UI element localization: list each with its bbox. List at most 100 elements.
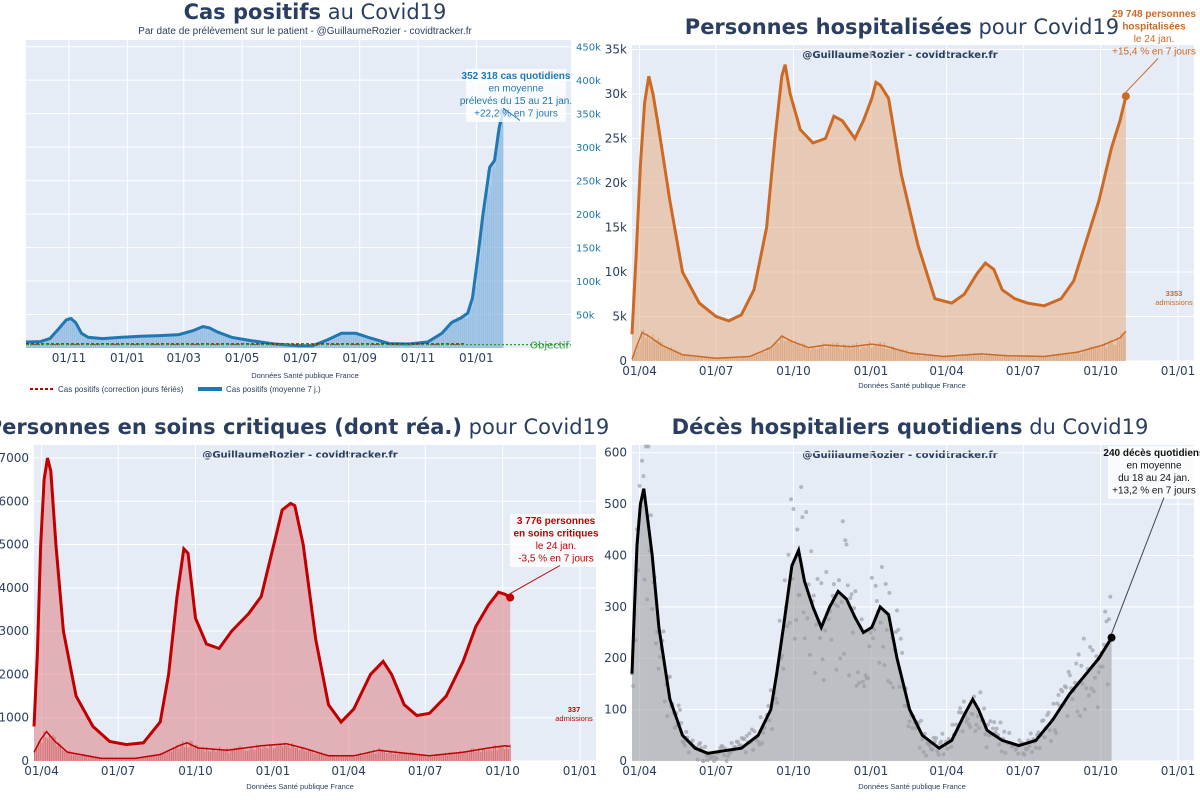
hosp-admission-bar [885,348,887,361]
deaths-x-tick-label: 01/10 [776,764,811,778]
hosp-admission-bar [728,357,730,361]
hosp-y-tick-label: 25k [605,131,627,145]
icu-admission-bar [498,746,500,761]
hosp-admission-bar [804,344,806,361]
cases-annotation: 352 318 cas quotidiens en moyenneprélevés… [460,69,572,122]
icu-title: Personnes en soins critiques (dont réa.)… [0,415,609,439]
hosp-admission-bar [1078,350,1080,361]
icu-admission-bar [272,748,274,761]
deaths-daily-point [804,510,809,514]
icu-admission-bar [485,750,487,761]
hosp-admission-bar [1024,357,1026,361]
hosp-admission-bar [643,329,645,361]
hosp-admission-bar [865,347,867,361]
hosp-admission-bar [1124,333,1126,361]
hosp-admission-bar [796,344,798,361]
icu-admission-bar [163,751,165,761]
hosp-admission-bar [670,346,673,361]
hosp-admission-bar [833,346,835,361]
hosp-admission-bar [691,354,693,361]
hosp-admission-bar [761,350,763,361]
icu-admission-bar [300,748,302,761]
hosp-admission-bar [809,350,811,361]
hosp-admission-bar [1028,355,1030,361]
icu-last-point [506,593,515,602]
hosp-admission-bar [663,346,665,361]
hosp-admission-bar [696,355,698,361]
hosp-admission-bar [935,355,937,361]
icu-admission-bar [326,754,328,761]
deaths-daily-point [768,688,773,693]
deaths-daily-point [958,706,963,711]
icu-admission-bar [156,755,158,761]
hosp-admission-bar [1096,346,1098,361]
icu-admission-bar [285,745,287,761]
hosp-x-tick-label: 01/10 [1083,364,1118,378]
icu-admission-bar [389,751,391,761]
deaths-daily-point [985,722,990,727]
hosp-admission-bar [815,348,817,361]
icu-admission-bar [220,749,223,761]
icu-admission-bar [143,757,145,761]
icu-admission-bar [348,754,350,761]
hosp-admission-bar [887,348,889,361]
hosp-admission-bar [1037,356,1039,361]
icu-admission-bar [126,758,128,761]
legend-label-average: Cas positifs (moyenne 7 j.) [226,385,321,394]
hosp-admission-bar [1120,332,1122,361]
hosp-x-tick-label: 01/01 [1161,364,1196,378]
icu-admission-bar [74,755,76,761]
icu-admission-bar [309,750,311,761]
icu-admission-bar [93,756,95,761]
icu-admission-bar [417,755,419,761]
deaths-y-tick-label: 300 [604,600,627,614]
hosp-admission-bar [954,355,956,361]
hosp-admission-bar [867,344,869,361]
hosp-admission-bar [770,348,772,361]
deaths-area [632,488,1112,761]
hosp-admission-bar [1122,336,1124,361]
deaths-daily-point [766,704,771,708]
deaths-daily-point [637,483,642,488]
icu-admission-bar [489,749,491,761]
hosp-admission-bar [650,340,652,361]
hosp-admission-bar [1109,339,1111,361]
deaths-annotation-bg [1108,446,1200,499]
hosp-admission-bar [748,355,750,361]
deaths-daily-point [950,722,955,727]
icu-ticks: 0 1000 2000 3000 4000 5000 6000 7000 01/04 01/07 0… [0,451,597,778]
cases-average-line [25,111,505,348]
hosp-admission-bar [911,351,913,361]
hosp-admission-bar [957,356,959,361]
icu-y-tick-label: 4000 [0,581,29,595]
hosp-admission-bar [737,358,739,361]
deaths-x-tick-label: 01/10 [1083,764,1118,778]
deaths-daily-point [786,552,791,557]
deaths-x-tick-label: 01/01 [854,764,889,778]
icu-admission-bar [167,750,169,761]
icu-admission-bar [339,757,341,761]
hosp-admission-bar [744,356,747,361]
icu-admission-bar [98,757,100,761]
icu-admission-bar [444,752,447,761]
icu-admission-bar [359,752,361,761]
hosp-admission-bar [950,356,952,361]
hosp-y-tick-label: 35k [605,42,627,56]
deaths-daily-point [1074,661,1079,666]
cases-legend: Cas positifs (correction jours fériés) C… [30,385,321,394]
hosp-admission-bar [852,343,854,361]
hosp-admission-bar [1102,344,1104,361]
hosp-admission-bar [1007,356,1009,361]
icu-admission-bar [322,754,324,761]
hosp-admission-bar [680,352,682,361]
deaths-y-tick-label: 500 [604,497,627,511]
icu-admission-bar [426,756,428,761]
hosp-admission-bar [943,357,945,361]
icu-y-tick-label: 0 [21,754,29,768]
hosp-admission-bar [757,354,760,361]
hosp-admission-bar [893,346,895,361]
hosp-admission-bar [1116,337,1119,361]
hosp-admission-bar [944,355,946,361]
hosp-admission-bar [1009,355,1011,361]
